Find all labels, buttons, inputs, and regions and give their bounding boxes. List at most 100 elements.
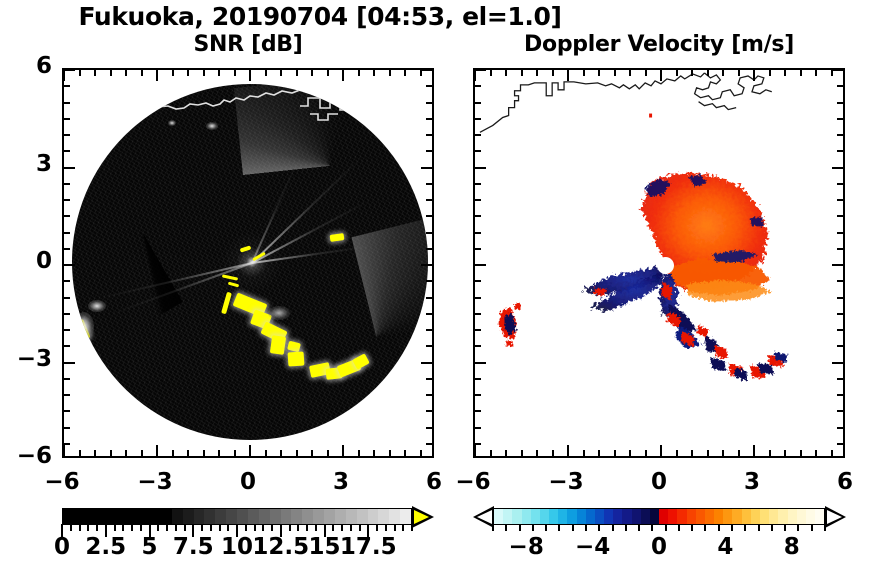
snr-xaxis-label: −3	[137, 469, 173, 495]
dop-ytick	[837, 377, 843, 380]
snr-colorbar-label: 0	[53, 534, 70, 560]
colorbar-swatch	[139, 509, 150, 524]
dop-ytick	[837, 85, 843, 88]
colorbar-swatch	[182, 509, 194, 524]
dop-ytick	[475, 312, 481, 315]
dop-xaxis-label: −3	[548, 469, 584, 495]
colorbar-tick	[505, 524, 508, 531]
dop-xtick	[505, 70, 507, 76]
doppler-panel-title: Doppler Velocity [m/s]	[524, 32, 794, 57]
dop-ytick	[475, 426, 481, 429]
dop-xtick	[567, 70, 569, 81]
dop-xtick	[536, 450, 538, 456]
dop-xtick	[660, 70, 662, 81]
dop-ytick	[837, 150, 843, 153]
dop-xtick	[830, 70, 833, 76]
dop-xtick	[660, 445, 662, 456]
dop-xaxis-label: −6	[455, 469, 491, 495]
doppler-colorbar-label: 8	[783, 534, 800, 560]
colorbar-swatch	[106, 509, 118, 524]
colorbar-tick	[209, 524, 212, 531]
dop-xtick	[644, 450, 647, 456]
colorbar-tick	[545, 524, 548, 531]
colorbar-tick	[598, 524, 601, 531]
colorbar-swatch	[604, 509, 614, 524]
snr-xtick	[404, 450, 406, 456]
colorbar-tick	[797, 524, 800, 531]
colorbar-tick	[78, 524, 81, 531]
dop-xtick	[706, 70, 709, 76]
snr-xtick	[419, 450, 422, 456]
colorbar-swatch	[512, 509, 522, 524]
colorbar-tick	[306, 524, 308, 531]
colorbar-swatch	[640, 509, 650, 524]
colorbar-swatch	[378, 509, 390, 524]
dop-xtick	[613, 70, 616, 76]
dop-ytick	[475, 101, 481, 104]
colorbar-swatch	[613, 509, 623, 524]
colorbar-swatch	[280, 509, 292, 524]
snr-xtick	[94, 450, 96, 456]
colorbar-tick	[358, 524, 361, 531]
snr-xtick	[233, 70, 236, 76]
snr-xtick	[64, 445, 65, 456]
colorbar-tick	[262, 524, 265, 531]
dop-xtick	[629, 450, 631, 456]
colorbar-swatch	[128, 509, 140, 524]
dop-xtick	[722, 450, 724, 456]
colorbar-swatch	[302, 509, 314, 524]
colorbar-tick	[651, 524, 654, 531]
colorbar-tick	[384, 524, 387, 531]
snr-xtick	[187, 70, 189, 76]
colorbar-tick	[677, 524, 680, 531]
dop-xtick	[737, 450, 740, 456]
colorbar-tick	[571, 524, 574, 531]
snr-xtick	[326, 70, 329, 76]
colorbar-swatch	[226, 509, 237, 524]
snr-xaxis-label: 0	[239, 469, 256, 495]
colorbar-tick	[131, 524, 133, 531]
snr-colorbar[interactable]	[61, 505, 434, 537]
dop-xtick	[753, 445, 755, 456]
dop-ytick	[832, 166, 843, 169]
snr-xtick	[64, 70, 65, 81]
snr-ytick	[64, 215, 70, 218]
snr-yaxis-label: 6	[35, 53, 52, 79]
colorbar-tick	[531, 524, 534, 531]
snr-xtick	[388, 450, 391, 456]
doppler-colorbar-label: −8	[508, 534, 544, 560]
colorbar-swatch	[787, 509, 797, 524]
doppler-colorbar[interactable]	[473, 505, 846, 531]
dop-xtick	[675, 450, 678, 456]
colorbar-swatch	[805, 509, 816, 524]
colorbar-tick	[558, 524, 561, 531]
colorbar-swatch	[84, 509, 96, 524]
colorbar-swatch	[677, 509, 687, 524]
colorbar-swatch	[160, 509, 172, 524]
colorbar-swatch	[171, 509, 183, 524]
snr-xtick	[218, 450, 220, 456]
colorbar-swatch	[313, 509, 324, 524]
colorbar-swatch	[585, 509, 595, 524]
dop-xtick	[629, 70, 631, 76]
dop-ytick	[475, 345, 481, 348]
snr-ytick	[64, 280, 70, 283]
dop-ytick	[837, 312, 843, 315]
doppler-colorbar-strip[interactable]	[493, 508, 825, 525]
dop-ytick	[475, 182, 481, 185]
dop-ytick	[837, 182, 843, 185]
colorbar-swatch	[258, 509, 270, 524]
snr-plot-panel	[62, 68, 434, 458]
dop-xtick	[737, 70, 740, 76]
snr-colorbar-strip[interactable]	[62, 508, 412, 525]
snr-xtick	[295, 450, 298, 456]
dop-xaxis-label: 0	[650, 469, 667, 495]
snr-xtick	[140, 70, 143, 76]
dop-ytick	[475, 117, 481, 120]
snr-ytick	[64, 296, 70, 299]
snr-colorbar-label: 17.5	[339, 534, 397, 560]
snr-ytick	[426, 442, 432, 445]
dop-xtick	[722, 70, 724, 76]
dop-xtick	[784, 70, 786, 76]
snr-plot-area	[64, 70, 432, 456]
